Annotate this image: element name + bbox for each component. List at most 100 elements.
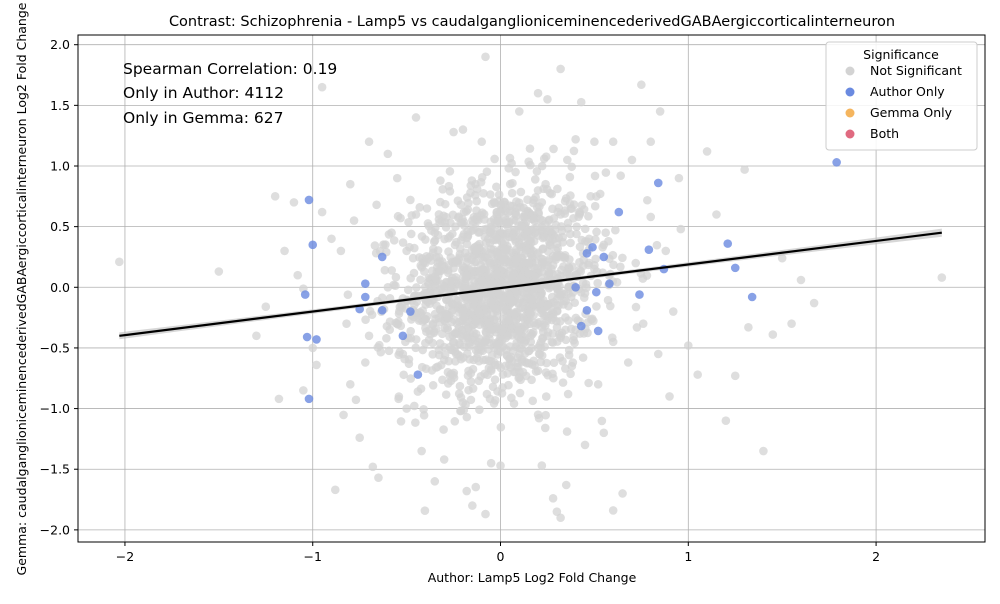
point-not-significant [505, 267, 514, 276]
point-not-significant [447, 299, 457, 308]
point-not-significant [411, 113, 421, 122]
x-tick-label: 2 [872, 549, 880, 564]
point-not-significant [563, 389, 573, 399]
point-author-only [635, 290, 644, 299]
point-not-significant [404, 217, 413, 227]
plot-frame [77, 34, 986, 543]
point-not-significant [385, 325, 395, 335]
point-not-significant [469, 295, 479, 305]
point-not-significant [557, 226, 567, 236]
point-not-significant [471, 482, 481, 492]
point-not-significant [567, 361, 577, 371]
point-not-significant [493, 250, 503, 259]
point-not-significant [526, 234, 535, 244]
legend-title: Significance [863, 47, 939, 62]
point-not-significant [481, 246, 490, 256]
point-not-significant [472, 245, 481, 255]
point-not-significant [605, 301, 615, 311]
point-not-significant [545, 240, 555, 249]
point-not-significant [504, 164, 514, 173]
point-not-significant [406, 374, 416, 383]
point-not-significant [569, 146, 579, 156]
point-not-significant [421, 314, 430, 324]
point-not-significant [410, 300, 419, 310]
point-not-significant [394, 394, 403, 404]
point-not-significant [399, 370, 408, 380]
point-not-significant [599, 240, 609, 250]
point-not-significant [537, 308, 546, 318]
point-not-significant [428, 319, 438, 328]
point-not-significant [533, 88, 543, 98]
point-not-significant [578, 353, 588, 362]
point-not-significant [434, 210, 444, 219]
point-not-significant [342, 319, 351, 328]
y-tick-label: 0.5 [50, 219, 70, 234]
point-not-significant [548, 338, 558, 347]
point-not-significant [525, 144, 535, 153]
point-not-significant [438, 375, 447, 385]
point-not-significant [515, 350, 524, 359]
point-not-significant [477, 276, 487, 286]
point-not-significant [676, 224, 686, 234]
point-not-significant [421, 258, 430, 268]
point-not-significant [445, 167, 455, 176]
point-not-significant [529, 214, 539, 224]
point-not-significant [498, 370, 508, 379]
point-not-significant [449, 127, 458, 137]
point-author-only [300, 290, 310, 299]
point-not-significant [497, 294, 506, 304]
legend-box [825, 41, 978, 151]
point-not-significant [661, 246, 671, 256]
point-not-significant [402, 246, 411, 256]
point-not-significant [631, 258, 641, 268]
point-not-significant [558, 378, 568, 387]
point-not-significant [449, 337, 458, 347]
point-not-significant [487, 199, 497, 209]
point-not-significant [631, 302, 641, 312]
point-not-significant [317, 82, 327, 92]
point-not-significant [590, 235, 600, 244]
point-not-significant [312, 360, 321, 370]
point-not-significant [552, 323, 562, 332]
point-not-significant [355, 433, 364, 442]
point-not-significant [471, 316, 481, 326]
point-not-significant [503, 331, 513, 341]
point-not-significant [455, 381, 465, 391]
point-not-significant [514, 107, 524, 116]
point-not-significant [524, 269, 533, 278]
point-not-significant [580, 440, 590, 450]
point-not-significant [490, 375, 500, 384]
point-not-significant [702, 147, 712, 156]
annotation-only-author: Only in Author: 4112 [123, 84, 284, 102]
point-not-significant [721, 416, 731, 426]
point-not-significant [480, 215, 489, 224]
point-not-significant [458, 307, 468, 316]
point-not-significant [451, 357, 460, 366]
point-not-significant [454, 212, 463, 221]
point-not-significant [571, 135, 580, 144]
point-not-significant [481, 52, 490, 62]
legend-entry-label: Gemma Only [870, 105, 953, 120]
point-not-significant [759, 446, 768, 456]
point-not-significant [543, 301, 552, 310]
point-not-significant [593, 380, 603, 389]
point-not-significant [280, 246, 289, 256]
point-not-significant [517, 222, 526, 231]
point-not-significant [368, 462, 378, 472]
point-not-significant [592, 227, 601, 237]
point-not-significant [413, 387, 423, 396]
annotation-spearman: Spearman Correlation: 0.19 [123, 60, 337, 78]
point-not-significant [409, 268, 419, 278]
x-axis-label: Author: Lamp5 Log2 Fold Change [428, 570, 637, 585]
point-not-significant [466, 188, 475, 197]
series-author-only [300, 158, 841, 404]
x-tick-label: −1 [304, 549, 322, 564]
point-not-significant [402, 404, 411, 413]
point-not-significant [336, 246, 346, 256]
point-not-significant [345, 380, 355, 389]
point-not-significant [514, 373, 524, 383]
point-not-significant [411, 210, 421, 219]
point-not-significant [538, 259, 547, 268]
point-not-significant [575, 242, 585, 252]
point-not-significant [548, 369, 557, 379]
